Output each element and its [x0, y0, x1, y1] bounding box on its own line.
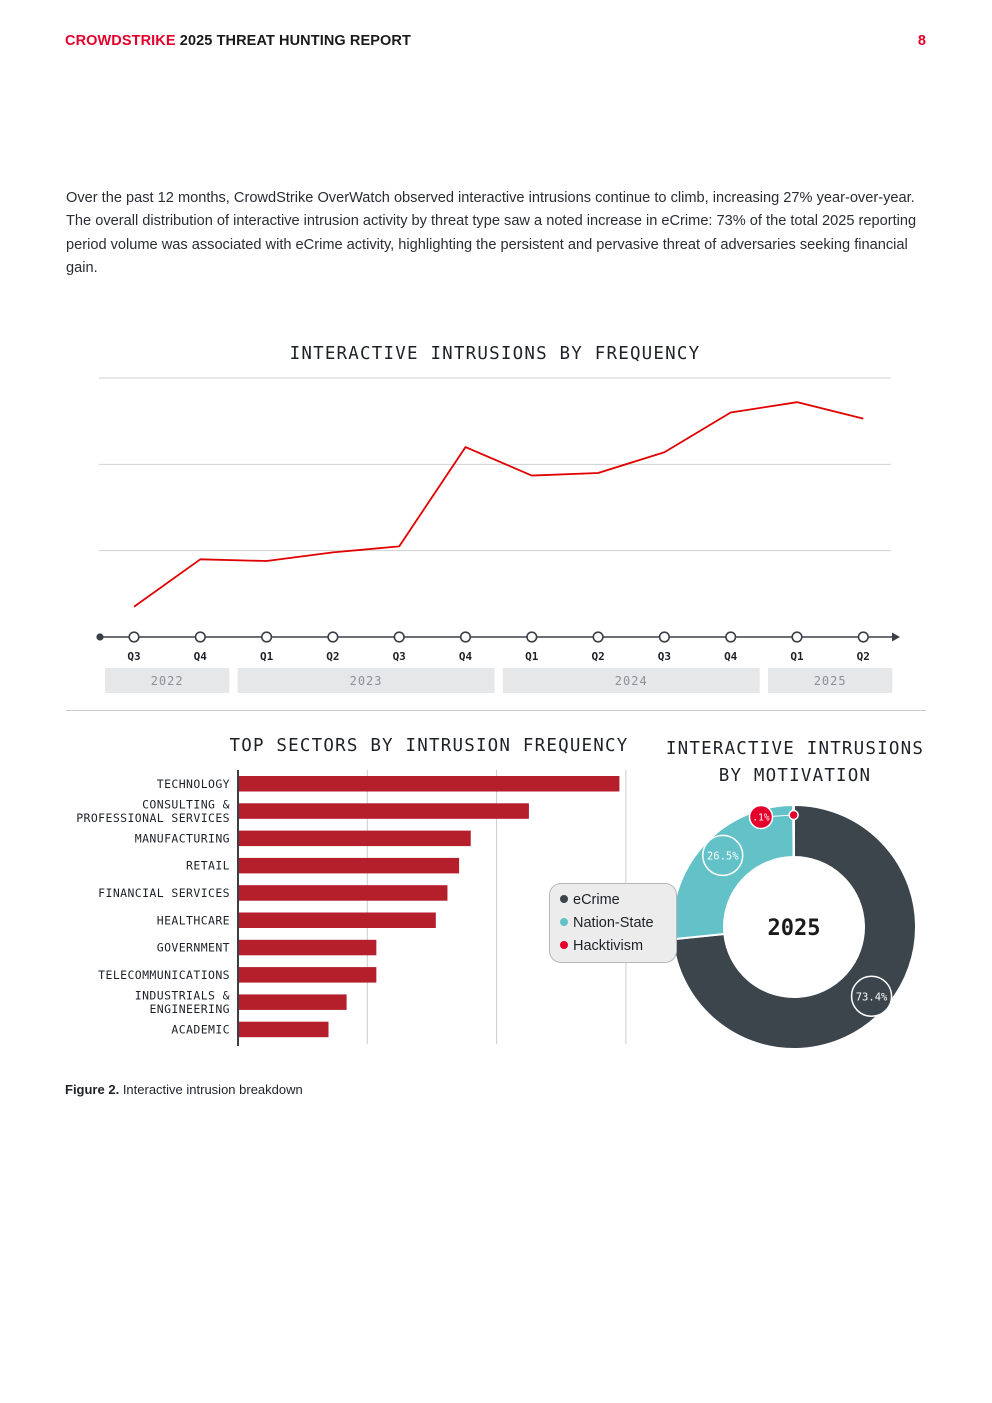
bar-chart: TECHNOLOGY CONSULTING &PROFESSIONAL SERVI…	[76, 770, 627, 1046]
legend-item-nation-state: Nation-State	[560, 915, 654, 931]
figure-label: Figure 2.	[65, 1082, 120, 1097]
legend-label-hacktivism: Hacktivism	[573, 938, 644, 954]
legend-label-ecrime: eCrime	[573, 892, 620, 908]
sector-label: GOVERNMENT	[157, 941, 230, 955]
sector-label: RETAIL	[186, 859, 230, 873]
x-tick-label: Q2	[857, 650, 870, 663]
x-tick-marker	[459, 631, 472, 643]
x-tick-label: Q3	[393, 650, 406, 663]
sector-bar	[238, 939, 377, 956]
axis-start-dot	[96, 633, 104, 641]
sector-label: TELECOMMUNICATIONS	[98, 968, 230, 982]
ecrime-value-label: 73.4%	[856, 991, 888, 1003]
year-label: 2024	[615, 674, 648, 688]
sector-bar	[238, 994, 347, 1010]
year-band	[237, 668, 495, 693]
donut-title-line-2: BY MOTIVATION	[718, 766, 872, 786]
donut-chart-title: INTERACTIVE INTRUSIONS BY MOTIVATION	[660, 736, 930, 790]
legend-label-nation-state: Nation-State	[573, 915, 654, 931]
intro-paragraph: Over the past 12 months, CrowdStrike Ove…	[66, 190, 917, 276]
sector-bar	[238, 967, 377, 983]
x-tick-marker	[327, 631, 339, 643]
sector-label: FINANCIAL SERVICES	[98, 886, 230, 900]
sector-bar	[238, 803, 529, 819]
x-tick-marker	[393, 631, 405, 643]
x-tick-marker	[857, 631, 869, 643]
sector-bar	[238, 885, 448, 901]
sector-label: CONSULTING &	[142, 798, 230, 812]
brand-name: CROWDSTRIKE	[65, 33, 176, 49]
x-tick-marker	[791, 631, 803, 643]
hacktivism-marker	[788, 809, 799, 821]
sector-label: MANUFACTURING	[135, 831, 230, 845]
x-tick-label: Q3	[127, 650, 140, 663]
sector-bar	[238, 857, 460, 874]
x-tick-marker	[658, 631, 671, 643]
figure-caption-text: Interactive intrusion breakdown	[122, 1082, 303, 1097]
x-tick-label: Q4	[194, 650, 208, 663]
bar-chart-title: TOP SECTORS BY INTRUSION FREQUENCY	[229, 736, 629, 756]
sector-bar	[238, 912, 436, 928]
sector-label: HEALTHCARE	[157, 913, 230, 927]
page-number: 8	[917, 33, 926, 49]
sector-bar	[238, 776, 620, 792]
x-tick-marker	[592, 631, 604, 643]
x-tick-label: Q1	[790, 650, 804, 663]
x-tick-marker	[128, 631, 140, 643]
x-tick-label: Q3	[658, 650, 671, 663]
interactive-intrusions-series-line	[133, 401, 864, 608]
donut-legend: eCrime Nation-State Hacktivism	[549, 883, 677, 963]
hacktivism-swatch	[560, 941, 568, 949]
nation-state-swatch	[560, 918, 568, 926]
year-band	[105, 668, 230, 693]
report-title: 2025 THREAT HUNTING REPORT	[179, 33, 411, 49]
x-tick-label: Q4	[724, 650, 738, 663]
hacktivism-value-label: .1%	[752, 813, 769, 824]
axis-arrow-icon	[892, 632, 900, 642]
x-tick-label: Q2	[326, 650, 339, 663]
nation-state-value-label: 26.5%	[707, 850, 739, 862]
ecrime-swatch	[560, 895, 568, 903]
x-tick-label: Q1	[525, 650, 539, 663]
year-label: 2025	[814, 674, 847, 688]
sector-bar	[238, 830, 471, 847]
year-band	[502, 668, 760, 693]
donut-chart: 2025 73.4% 26.5% .1%	[671, 803, 917, 1050]
legend-item-hacktivism: Hacktivism	[560, 938, 643, 954]
x-tick-label: Q2	[591, 650, 604, 663]
x-tick-label: Q4	[459, 650, 473, 663]
x-tick-label: Q1	[260, 650, 274, 663]
line-chart: Q3 Q4 Q1 Q2 Q3 Q4 Q1 Q2 Q3 Q4 Q1 Q2 2022 2023 2024 2025	[96, 377, 900, 693]
x-tick-marker	[526, 631, 538, 643]
line-chart-title: INTERACTIVE INTRUSIONS BY FREQUENCY	[289, 344, 701, 364]
sector-label: ACADEMIC	[171, 1022, 230, 1036]
year-label: 2022	[151, 674, 184, 688]
year-band	[768, 668, 893, 693]
section-divider	[66, 710, 926, 711]
sector-label: TECHNOLOGY	[157, 777, 230, 791]
donut-center-label: 2025	[768, 916, 821, 941]
x-tick-marker	[194, 631, 206, 643]
sector-label: PROFESSIONAL SERVICES	[76, 811, 230, 825]
legend-item-ecrime: eCrime	[560, 892, 620, 908]
year-label: 2023	[350, 674, 383, 688]
sector-label: ENGINEERING	[149, 1002, 230, 1016]
x-tick-marker	[261, 631, 273, 643]
sector-label: INDUSTRIALS &	[135, 989, 230, 1003]
donut-title-line-1: INTERACTIVE INTRUSIONS	[665, 739, 925, 759]
ecrime-value-badge	[850, 975, 893, 1018]
report-header: CROWDSTRIKE 2025 THREAT HUNTING REPORT	[65, 33, 411, 49]
x-tick-marker	[725, 631, 737, 643]
hacktivism-value-badge	[748, 804, 774, 830]
figure-caption: Figure 2. Interactive intrusion breakdow…	[65, 1082, 303, 1097]
nation-state-value-badge	[701, 834, 744, 877]
sector-bar	[238, 1021, 329, 1038]
